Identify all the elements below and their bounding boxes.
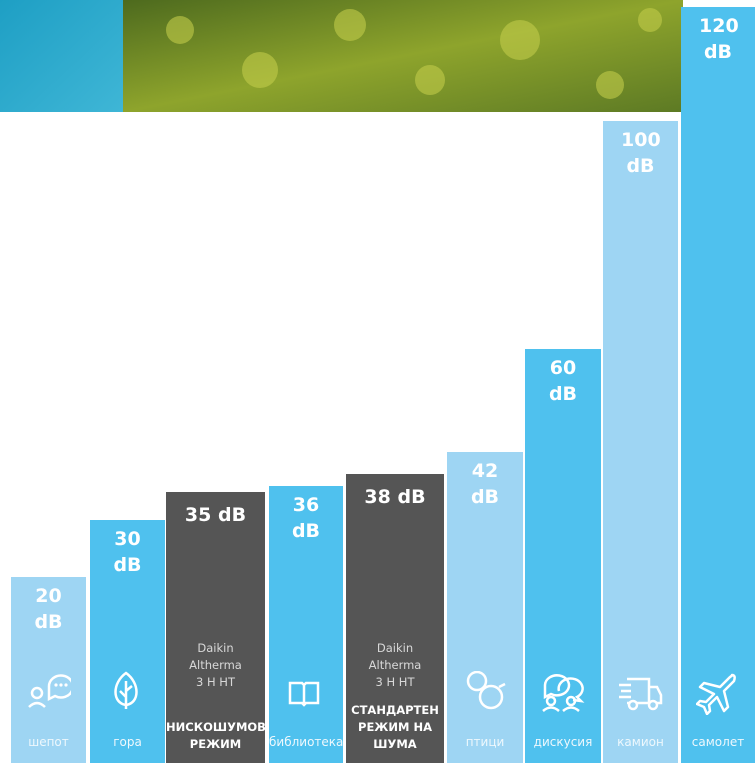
bar: 38 dB СТАНДАРТЕН РЕЖИМ НА ШУМА Daikin Alth…: [346, 474, 444, 763]
bar: 35 dB НИСКОШУМОВ РЕЖИМ Daikin Altherma 3 H…: [166, 491, 266, 763]
value-label: 36 dB: [291, 493, 321, 542]
icon: [113, 671, 138, 709]
category-label: камион: [617, 735, 664, 749]
bar: 120 dB самолет: [681, 7, 755, 763]
bar: 42 dB птици: [447, 451, 523, 763]
category-label: птици: [465, 735, 505, 749]
header-photo: [0, 0, 683, 112]
bar: 36 dB библиотека: [269, 485, 344, 763]
category-label: библиотека: [269, 735, 344, 749]
value-label: 42 dB: [470, 459, 500, 508]
category-label: шепот: [28, 735, 69, 749]
value-label: 35 dB: [184, 503, 247, 526]
value-label: 120 dB: [699, 15, 739, 63]
icon: [288, 681, 320, 707]
icon: [696, 673, 736, 715]
icon: [618, 677, 662, 711]
bar: 20 dB шепот: [11, 577, 86, 763]
category-label: СТАНДАРТЕН РЕЖИМ НА ШУМА: [351, 703, 439, 751]
category-label: гора: [113, 735, 142, 749]
value-label: 30 dB: [113, 528, 142, 576]
category-label: дискусия: [533, 735, 593, 749]
icon: [27, 674, 71, 708]
bar: 30 dB гора: [90, 520, 165, 763]
category-label: самолет: [691, 735, 745, 749]
value-label: 60 dB: [548, 357, 578, 405]
value-label: 20 dB: [34, 585, 63, 633]
value-label: 100 dB: [621, 129, 661, 177]
bar: 100 dB камион: [603, 121, 678, 763]
value-label: 38 dB: [364, 486, 426, 509]
bar: 60 dB дискусия: [525, 349, 601, 763]
icon: [542, 674, 585, 712]
category-label: НИСКОШУМОВ РЕЖИМ: [166, 720, 266, 751]
bar-note: Daikin Altherma 3 H HT: [368, 641, 422, 689]
bar-note: Daikin Altherma 3 H HT: [189, 641, 242, 689]
icon: [466, 671, 506, 710]
